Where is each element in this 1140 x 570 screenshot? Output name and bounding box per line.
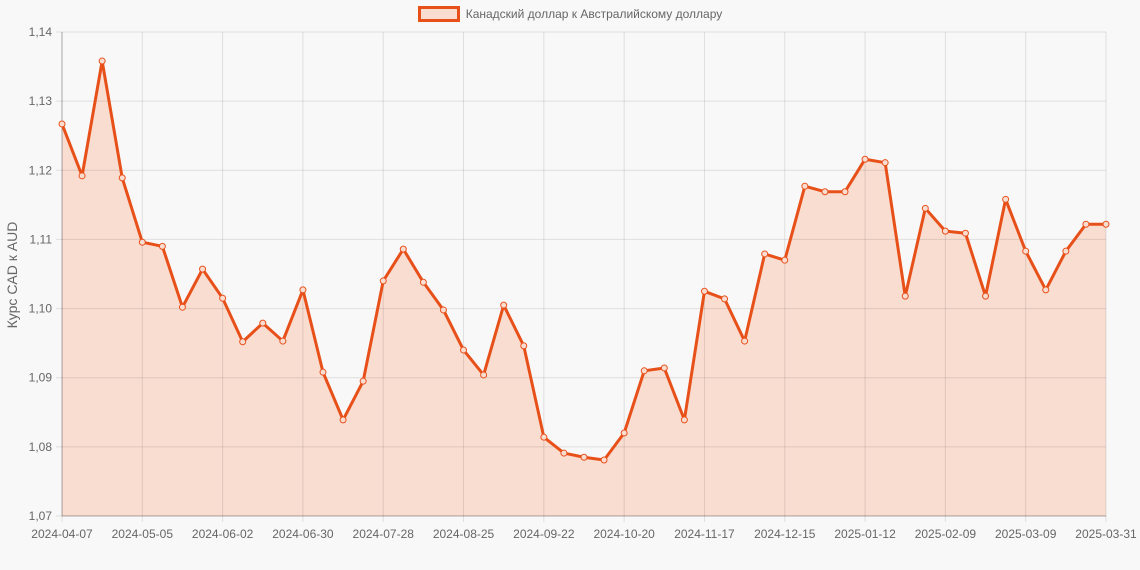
data-point[interactable] bbox=[1082, 220, 1090, 228]
data-point[interactable] bbox=[941, 227, 949, 235]
y-tick-label: 1,12 bbox=[29, 163, 53, 177]
data-point[interactable] bbox=[199, 265, 207, 273]
data-point[interactable] bbox=[359, 377, 367, 385]
data-point[interactable] bbox=[801, 182, 809, 190]
data-point[interactable] bbox=[78, 172, 86, 180]
x-tick-label: 2024-10-20 bbox=[593, 527, 655, 541]
data-point[interactable] bbox=[680, 416, 688, 424]
data-point[interactable] bbox=[319, 368, 327, 376]
data-point[interactable] bbox=[620, 429, 628, 437]
legend-label: Канадский доллар к Австралийскому доллар… bbox=[465, 7, 723, 21]
x-tick-label: 2024-06-02 bbox=[192, 527, 254, 541]
data-point[interactable] bbox=[982, 292, 990, 300]
x-tick-label: 2024-07-28 bbox=[353, 527, 415, 541]
x-tick-label: 2024-08-25 bbox=[433, 527, 495, 541]
data-point[interactable] bbox=[1062, 247, 1070, 255]
data-point[interactable] bbox=[1002, 195, 1010, 203]
y-tick-label: 1,13 bbox=[29, 94, 53, 108]
data-point[interactable] bbox=[480, 371, 488, 379]
y-axis-title: Курс CAD к AUD bbox=[4, 221, 20, 329]
chart-legend[interactable]: Канадский доллар к Австралийскому доллар… bbox=[0, 6, 1140, 22]
x-tick-label: 2025-03-09 bbox=[995, 527, 1057, 541]
data-point[interactable] bbox=[881, 159, 889, 167]
data-point[interactable] bbox=[299, 286, 307, 294]
data-point[interactable] bbox=[660, 364, 668, 372]
data-point[interactable] bbox=[419, 278, 427, 286]
data-point[interactable] bbox=[118, 174, 126, 182]
data-point[interactable] bbox=[219, 294, 227, 302]
data-point[interactable] bbox=[901, 292, 909, 300]
x-tick-label: 2024-12-15 bbox=[754, 527, 816, 541]
x-tick-label: 2025-03-31 bbox=[1075, 527, 1137, 541]
data-point[interactable] bbox=[138, 238, 146, 246]
data-point[interactable] bbox=[460, 346, 468, 354]
data-point[interactable] bbox=[921, 204, 929, 212]
y-tick-label: 1,11 bbox=[30, 232, 53, 246]
data-point[interactable] bbox=[1022, 247, 1030, 255]
x-tick-label: 2024-09-22 bbox=[513, 527, 575, 541]
data-point[interactable] bbox=[560, 449, 568, 457]
data-point[interactable] bbox=[700, 287, 708, 295]
data-point[interactable] bbox=[861, 155, 869, 163]
data-point[interactable] bbox=[640, 367, 648, 375]
data-point[interactable] bbox=[961, 229, 969, 237]
x-tick-label: 2024-05-05 bbox=[112, 527, 174, 541]
y-tick-label: 1,08 bbox=[29, 440, 53, 454]
data-point[interactable] bbox=[500, 301, 508, 309]
data-point[interactable] bbox=[841, 188, 849, 196]
y-tick-label: 1,14 bbox=[29, 25, 53, 39]
data-point[interactable] bbox=[158, 242, 166, 250]
data-point[interactable] bbox=[439, 306, 447, 314]
x-tick-label: 2024-06-30 bbox=[272, 527, 334, 541]
data-point[interactable] bbox=[721, 295, 729, 303]
data-point[interactable] bbox=[761, 250, 769, 258]
x-tick-label: 2024-11-17 bbox=[674, 527, 735, 541]
x-tick-label: 2024-04-07 bbox=[31, 527, 93, 541]
legend-swatch bbox=[417, 6, 460, 22]
data-point[interactable] bbox=[781, 256, 789, 264]
data-point[interactable] bbox=[239, 338, 247, 346]
data-point[interactable] bbox=[520, 342, 528, 350]
data-point[interactable] bbox=[399, 245, 407, 253]
y-tick-label: 1,07 bbox=[29, 509, 53, 523]
data-point[interactable] bbox=[1042, 286, 1050, 294]
data-point[interactable] bbox=[279, 337, 287, 345]
data-point[interactable] bbox=[98, 57, 106, 65]
area-fill bbox=[62, 61, 1106, 516]
data-point[interactable] bbox=[741, 337, 749, 345]
data-point[interactable] bbox=[821, 188, 829, 196]
x-tick-label: 2025-01-12 bbox=[834, 527, 896, 541]
data-point[interactable] bbox=[1102, 220, 1110, 228]
data-point[interactable] bbox=[600, 456, 608, 464]
x-tick-label: 2025-02-09 bbox=[915, 527, 977, 541]
data-point[interactable] bbox=[58, 120, 66, 128]
data-point[interactable] bbox=[540, 433, 548, 441]
data-point[interactable] bbox=[259, 319, 267, 327]
y-tick-label: 1,09 bbox=[29, 371, 53, 385]
data-point[interactable] bbox=[379, 277, 387, 285]
data-point[interactable] bbox=[339, 416, 347, 424]
data-point[interactable] bbox=[178, 303, 186, 311]
y-tick-label: 1,10 bbox=[29, 302, 53, 316]
data-point[interactable] bbox=[580, 453, 588, 461]
